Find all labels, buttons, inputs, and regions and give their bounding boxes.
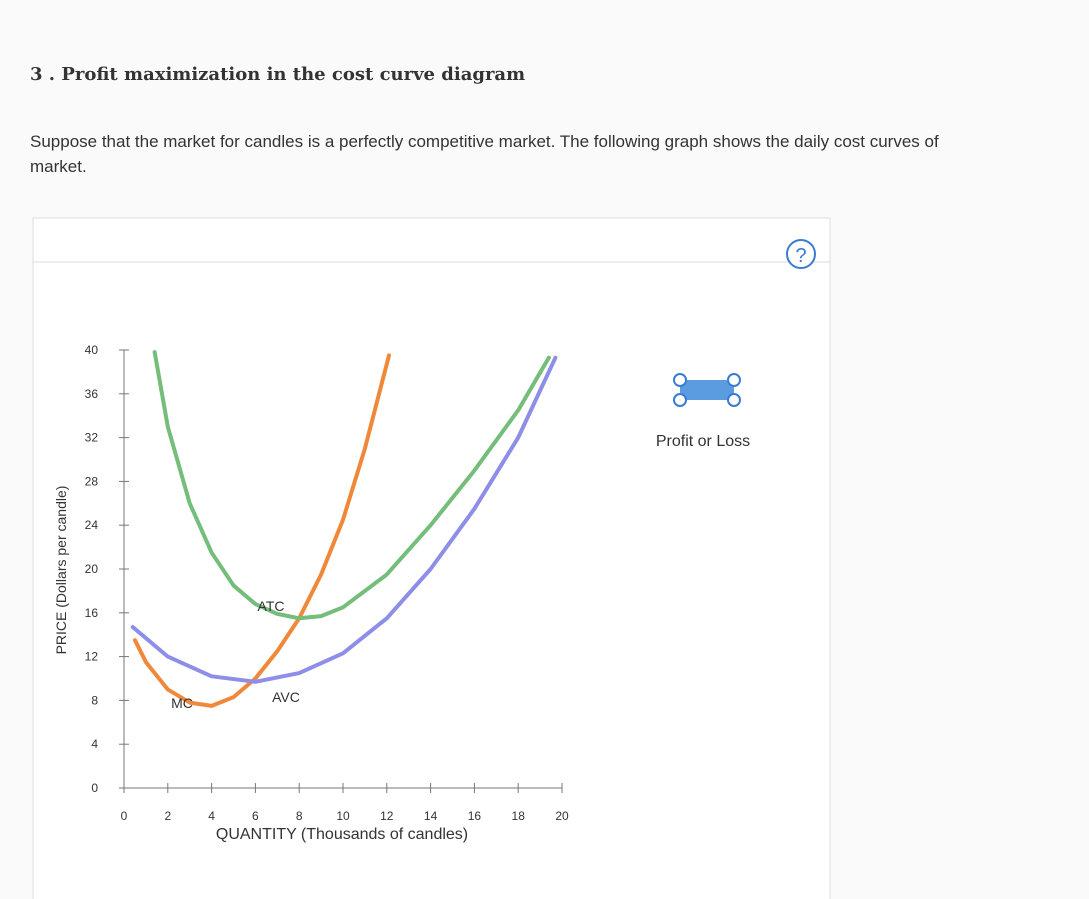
y-tick-label: 8 [91,693,98,707]
tool-handle[interactable] [727,393,741,407]
question-title: 3 . Profit maximization in the cost curv… [30,64,525,85]
y-tick-label: 36 [85,387,99,401]
cost-curve [132,353,391,708]
tool-handle[interactable] [673,373,687,387]
help-button[interactable] [786,239,816,269]
y-tick-label: 4 [91,737,98,751]
x-tick-label: 10 [336,809,350,823]
tool-handle[interactable] [673,393,687,407]
x-tick-label: 20 [555,809,569,823]
curve-label: MC [171,695,193,711]
tool-rect[interactable] [680,380,734,400]
y-tick-label: 0 [91,781,98,795]
profit-loss-tool[interactable] [673,373,741,407]
y-tick-label: 20 [85,562,99,576]
graph-panel [32,217,831,899]
cost-curve [152,350,551,621]
y-tick-label: 32 [85,431,99,445]
curve-label: AVC [272,689,300,705]
tool-label[interactable]: Profit or Loss [656,433,750,450]
x-tick-label: 8 [296,809,303,823]
tool-handle[interactable] [727,373,741,387]
x-tick-label: 4 [208,809,215,823]
y-tick-label: 28 [85,474,99,488]
paragraph-line: Suppose that the market for candles is a… [30,132,939,151]
x-tick-label: 14 [424,809,438,823]
x-tick-label: 18 [512,809,526,823]
x-tick-label: 12 [380,809,394,823]
y-axis-label: PRICE (Dollars per candle) [53,486,69,655]
help-icon[interactable]: ? [795,245,806,267]
x-tick-label: 0 [121,809,128,823]
x-tick-label: 6 [252,809,259,823]
x-axis-label: QUANTITY (Thousands of candles) [216,826,468,843]
y-tick-label: 40 [85,343,99,357]
cost-curve [130,355,558,684]
y-tick-label: 16 [85,606,99,620]
x-tick-label: 2 [164,809,171,823]
y-tick-label: 12 [85,650,99,664]
x-tick-label: 16 [468,809,482,823]
y-tick-label: 24 [85,518,99,532]
paragraph-line: market. [30,157,87,176]
curve-label: ATC [258,598,285,614]
